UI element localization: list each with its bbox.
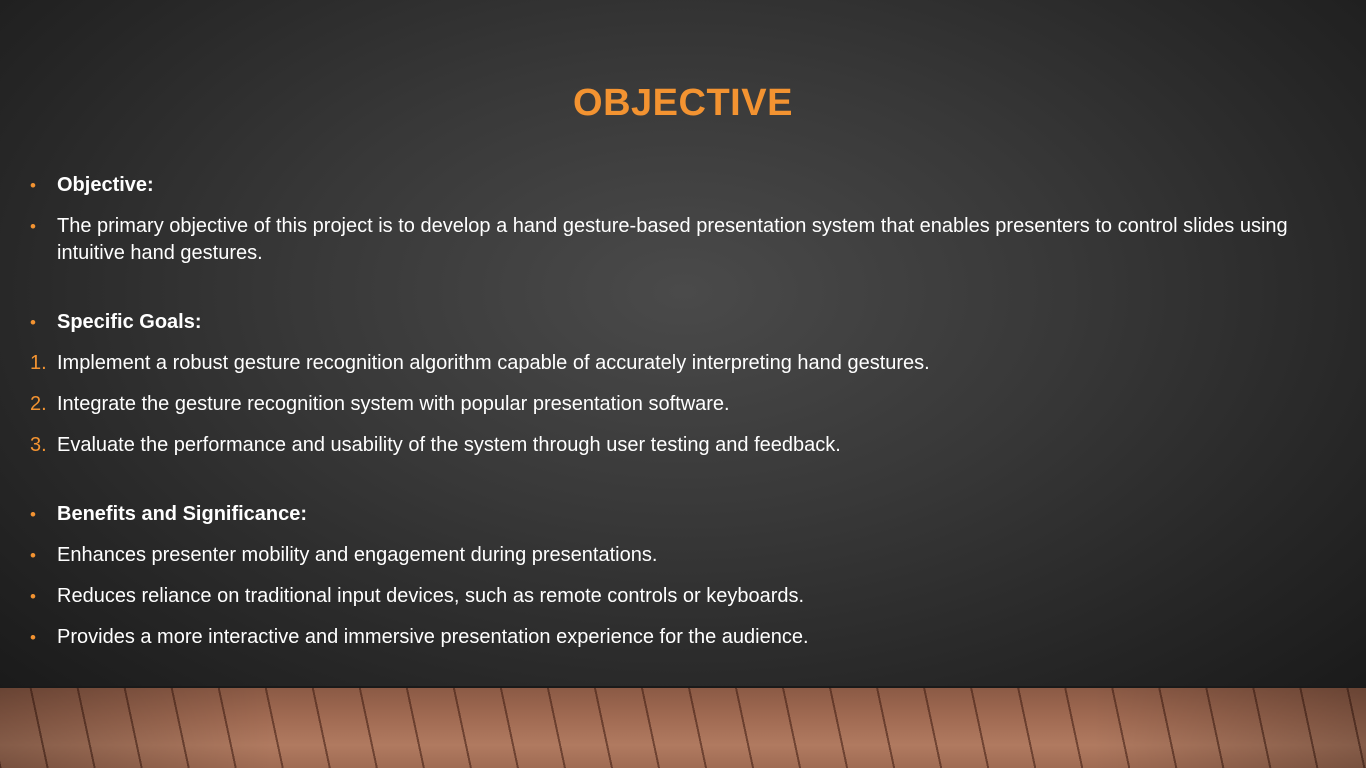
bullet-item: • Reduces reliance on traditional input … <box>30 583 1320 610</box>
number-marker: 3. <box>30 434 47 456</box>
bullet-marker: • <box>30 176 36 195</box>
bullet-marker: • <box>30 546 36 565</box>
bullet-marker: • <box>30 217 36 236</box>
bullet-text: The primary objective of this project is… <box>57 215 1288 264</box>
bullet-marker: • <box>30 587 36 606</box>
numbered-item: 1. Implement a robust gesture recognitio… <box>30 350 1320 377</box>
bullet-text: Provides a more interactive and immersiv… <box>57 626 809 648</box>
wood-floor-background <box>0 686 1366 768</box>
bullet-item: • Provides a more interactive and immers… <box>30 624 1320 651</box>
numbered-item: 3. Evaluate the performance and usabilit… <box>30 432 1320 459</box>
bullet-text: Reduces reliance on traditional input de… <box>57 585 805 607</box>
slide-title: OBJECTIVE <box>573 82 793 124</box>
numbered-text: Evaluate the performance and usability o… <box>57 434 841 456</box>
numbered-text: Integrate the gesture recognition system… <box>57 393 730 415</box>
bullet-marker: • <box>30 628 36 647</box>
bullet-marker: • <box>30 505 36 524</box>
bullet-text: Enhances presenter mobility and engageme… <box>57 544 658 566</box>
bullet-item: • Objective: <box>30 172 1320 199</box>
bullet-marker: • <box>30 313 36 332</box>
section-heading-objective: Objective: <box>57 174 154 196</box>
floor-shading <box>0 688 1366 768</box>
bullet-item: • Benefits and Significance: <box>30 501 1320 528</box>
numbered-item: 2. Integrate the gesture recognition sys… <box>30 391 1320 418</box>
numbered-text: Implement a robust gesture recognition a… <box>57 352 930 374</box>
bullet-item: • The primary objective of this project … <box>30 213 1320 267</box>
number-marker: 2. <box>30 393 47 415</box>
section-heading-specific-goals: Specific Goals: <box>57 311 202 333</box>
number-marker: 1. <box>30 352 47 374</box>
bullet-item: • Enhances presenter mobility and engage… <box>30 542 1320 569</box>
bullet-item: • Specific Goals: <box>30 309 1320 336</box>
slide-body: • Objective: • The primary objective of … <box>30 172 1320 665</box>
section-heading-benefits: Benefits and Significance: <box>57 503 308 525</box>
